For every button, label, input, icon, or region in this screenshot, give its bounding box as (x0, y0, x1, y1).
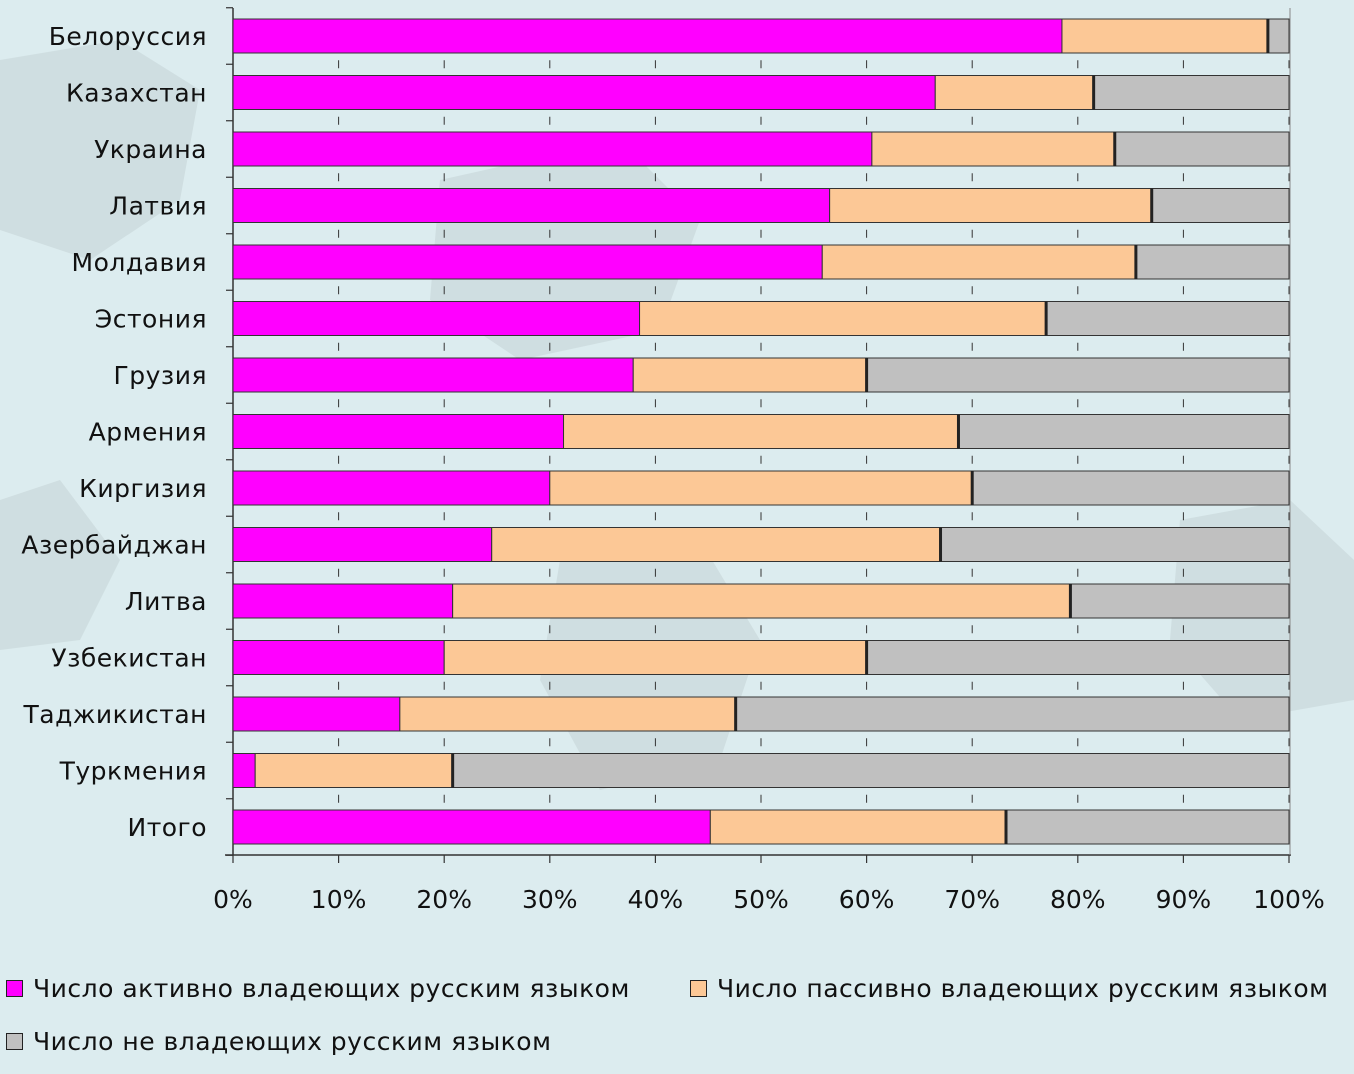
bar-segment-active (232, 18, 1063, 54)
x-tick-label: 50% (733, 885, 789, 914)
bar-segment-passive (632, 357, 868, 393)
bar-segment-none (735, 696, 1290, 732)
bar-segment-none (1151, 188, 1290, 223)
category-label: Азербайджан (21, 531, 207, 560)
bar-segment-active (232, 131, 873, 167)
legend-label-active: Число активно владеющих русским языком (33, 974, 630, 1003)
bar-segment-passive (254, 753, 454, 788)
bar-segment-passive (934, 75, 1095, 110)
bar-segment-none (1093, 75, 1290, 110)
category-label: Грузия (114, 361, 208, 390)
bar-segment-passive (443, 640, 868, 675)
bar-segment-active (232, 188, 831, 223)
bar-segment-active (232, 357, 634, 393)
bar-segment-none (957, 414, 1290, 449)
bar-segment-passive (1061, 18, 1269, 54)
bars-layer (226, 7, 1290, 856)
bar-segment-none (1135, 244, 1290, 280)
bar-segment-none (866, 640, 1290, 675)
category-label: Эстония (95, 305, 207, 334)
bar-segment-passive (639, 301, 1047, 336)
category-label: Казахстан (66, 79, 207, 108)
x-tick-label: 70% (944, 885, 1000, 914)
category-label: Таджикистан (23, 700, 207, 729)
bar-segment-active (232, 696, 401, 732)
x-tick-label: 10% (311, 885, 367, 914)
bar-segment-active (232, 301, 641, 336)
x-tick-label: 40% (628, 885, 684, 914)
x-tick-label: 60% (839, 885, 895, 914)
bar-segment-passive (563, 414, 959, 449)
bar-segment-none (1045, 301, 1290, 336)
category-label: Туркмения (59, 757, 207, 786)
legend-label-passive: Число пассивно владеющих русским языком (717, 974, 1329, 1003)
category-label: Узбекистан (51, 644, 207, 673)
category-label: Белоруссия (49, 22, 207, 51)
legend-item-active: Число активно владеющих русским языком (6, 974, 630, 1003)
legend-swatch-active (6, 980, 23, 997)
bar-segment-none (940, 527, 1290, 562)
x-tick-label: 90% (1156, 885, 1212, 914)
bar-segment-active (232, 753, 256, 788)
category-label: Киргизия (79, 474, 207, 503)
category-label: Молдавия (72, 248, 207, 277)
x-tick-label: 100% (1253, 885, 1324, 914)
bar-segment-passive (549, 470, 973, 506)
bar-segment-none (1069, 583, 1290, 619)
legend-item-passive: Число пассивно владеющих русским языком (690, 974, 1329, 1003)
bar-segment-active (232, 75, 936, 110)
bar-segment-passive (452, 583, 1071, 619)
bar-segment-none (452, 753, 1290, 788)
category-label: Итого (128, 813, 208, 842)
bar-segment-active (232, 809, 711, 845)
bar-segment-passive (491, 527, 942, 562)
legend-label-none: Число не владеющих русским языком (33, 1027, 552, 1056)
category-label: Литва (125, 587, 207, 616)
bar-segment-passive (821, 244, 1137, 280)
legend-swatch-none (6, 1033, 23, 1050)
bar-segment-passive (871, 131, 1116, 167)
bar-segment-active (232, 640, 445, 675)
x-tick-label: 80% (1050, 885, 1106, 914)
bar-segment-active (232, 527, 493, 562)
bar-segment-none (866, 357, 1290, 393)
bar-segment-active (232, 470, 551, 506)
bar-segment-none (1005, 809, 1290, 845)
legend-swatch-passive (690, 980, 707, 997)
bar-segment-passive (709, 809, 1007, 845)
legend-item-none: Число не владеющих русским языком (6, 1027, 551, 1056)
bar-segment-active (232, 414, 565, 449)
category-label: Латвия (109, 192, 207, 221)
bar-segment-none (971, 470, 1290, 506)
bar-segment-none (1114, 131, 1290, 167)
x-axis-ticks: 0% 10% 20% 30% 40% 50% 60% 70% 80% 90% 100% (213, 60, 1325, 914)
bar-segment-active (232, 583, 454, 619)
x-tick-label: 20% (416, 885, 472, 914)
bar-segment-none (1267, 18, 1290, 54)
x-tick-label: 30% (522, 885, 578, 914)
x-tick-label: 0% (213, 885, 253, 914)
category-label: Украина (94, 135, 207, 164)
bar-segment-passive (399, 696, 737, 732)
bar-segment-active (232, 244, 823, 280)
category-label: Армения (89, 418, 207, 447)
bar-segment-passive (829, 188, 1153, 223)
category-labels: Белоруссия Казахстан Украина Латвия Молдавия… (21, 22, 208, 842)
